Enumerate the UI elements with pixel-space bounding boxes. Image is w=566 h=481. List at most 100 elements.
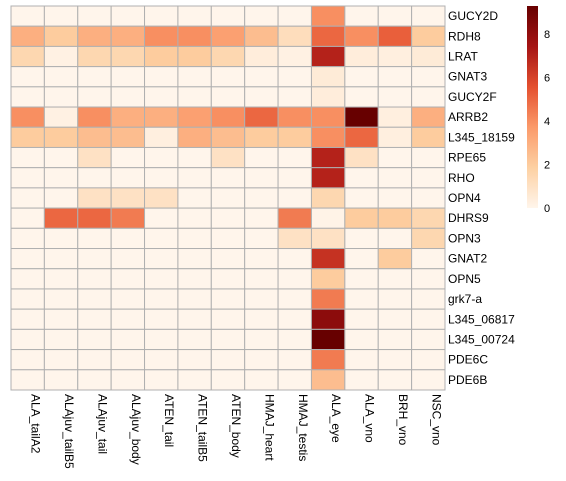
heatmap-cell-GUCY2F-HMAJ_testis — [277, 86, 312, 108]
row-label: RHO — [448, 171, 475, 185]
heatmap-cell-DHRS9-HMAJ_testis — [277, 207, 312, 229]
heatmap-cell-DHRS9-NSC_vno — [411, 207, 446, 229]
legend-tick-label: 4 — [544, 116, 550, 128]
heatmap-cell-DHRS9-BRH_vno — [377, 207, 413, 229]
heatmap-cell-RPE65-ALA_tailA2 — [10, 146, 45, 169]
heatmap-cell-LRAT-ALAjuv_tail — [77, 45, 112, 68]
heatmap-cell-GUCY2F-ALAjuv_tail — [77, 86, 112, 108]
heatmap-cell-PDE6B-NSC_vno — [411, 369, 446, 391]
heatmap-cell-grk7-a-HMAJ_heart — [244, 288, 279, 310]
column-label: ALAjuv_tail — [95, 394, 109, 454]
heatmap-cell-OPN3-ATEN_body — [210, 227, 246, 250]
heatmap-cell-L345_06817-ALA_vno — [344, 308, 379, 330]
heatmap-cell-GNAT2-ATEN_tail — [144, 248, 179, 270]
heatmap-cell-GNAT3-ATEN_tailB5 — [177, 66, 212, 88]
heatmap-cell-OPN3-NSC_vno — [411, 227, 446, 250]
heatmap-cell-OPN5-NSC_vno — [411, 268, 446, 290]
heatmap-cell-L345_00724-ALAjuv_tail — [77, 328, 112, 351]
heatmap-cell-GUCY2D-ATEN_tailB5 — [177, 5, 212, 27]
heatmap-cell-GUCY2D-ATEN_tail — [144, 5, 179, 27]
heatmap-cell-L345_18159-ATEN_tailB5 — [177, 126, 212, 148]
heatmap-cell-GUCY2F-ALA_vno — [344, 86, 379, 108]
heatmap-cell-L345_18159-ALAjuv_tailB5 — [43, 126, 79, 148]
heatmap-cell-RHO-ALAjuv_body — [110, 167, 146, 189]
heatmap-cell-RHO-ALA_tailA2 — [10, 167, 45, 189]
heatmap-cell-RDH8-ATEN_body — [210, 25, 246, 47]
heatmap-cell-RDH8-ALAjuv_body — [110, 25, 146, 47]
heatmap-cell-L345_06817-ATEN_body — [210, 308, 246, 330]
heatmap-cell-RDH8-ALA_tailA2 — [10, 25, 45, 47]
heatmap-cell-DHRS9-ATEN_tail — [144, 207, 179, 229]
heatmap-cell-GUCY2F-ATEN_body — [210, 86, 246, 108]
heatmap-cell-L345_18159-ALA_vno — [344, 126, 379, 148]
heatmap-cell-GUCY2D-BRH_vno — [377, 5, 413, 27]
heatmap-cell-OPN4-ATEN_tailB5 — [177, 187, 212, 209]
heatmap-cell-GNAT2-BRH_vno — [377, 248, 413, 270]
heatmap-cell-GNAT3-ALAjuv_tailB5 — [43, 66, 79, 88]
heatmap-cell-GNAT2-ALA_tailA2 — [10, 248, 45, 270]
heatmap-cell-PDE6C-ALA_vno — [344, 349, 379, 371]
heatmap-cell-RPE65-ALA_eye — [310, 146, 346, 169]
heatmap-cell-L345_00724-ALAjuv_body — [110, 328, 146, 351]
heatmap-cell-OPN4-ATEN_body — [210, 187, 246, 209]
heatmap-cell-PDE6C-HMAJ_testis — [277, 349, 312, 371]
heatmap-cell-RHO-HMAJ_testis — [277, 167, 312, 189]
heatmap-cell-PDE6C-ALA_eye — [310, 349, 346, 371]
column-label: HMAJ_heart — [262, 394, 276, 461]
heatmap-cell-GNAT3-ATEN_tail — [144, 66, 179, 88]
heatmap-cell-GUCY2D-NSC_vno — [411, 5, 446, 27]
heatmap-cell-L345_06817-ALA_eye — [310, 308, 346, 330]
heatmap-cell-L345_00724-ALA_eye — [310, 328, 346, 351]
heatmap-cell-PDE6B-ALA_vno — [344, 369, 379, 391]
heatmap-cell-L345_00724-HMAJ_heart — [244, 328, 279, 351]
heatmap-cell-RHO-BRH_vno — [377, 167, 413, 189]
heatmap-cell-ARRB2-ALAjuv_tail — [77, 106, 112, 128]
heatmap-cell-LRAT-NSC_vno — [411, 45, 446, 68]
heatmap-cell-RDH8-HMAJ_heart — [244, 25, 279, 47]
heatmap-cell-GUCY2F-ATEN_tail — [144, 86, 179, 108]
heatmap-cell-L345_00724-ALAjuv_tailB5 — [43, 328, 79, 351]
heatmap-cell-LRAT-HMAJ_testis — [277, 45, 312, 68]
heatmap-cell-L345_00724-HMAJ_testis — [277, 328, 312, 351]
heatmap-cell-OPN4-BRH_vno — [377, 187, 413, 209]
heatmap-cell-LRAT-ATEN_tail — [144, 45, 179, 68]
heatmap-cell-OPN3-ALA_vno — [344, 227, 379, 250]
heatmap-cell-OPN4-NSC_vno — [411, 187, 446, 209]
heatmap-cell-GUCY2D-HMAJ_heart — [244, 5, 279, 27]
heatmap-cell-RDH8-ALA_eye — [310, 25, 346, 47]
heatmap-cell-GUCY2D-HMAJ_testis — [277, 5, 312, 27]
heatmap-cell-DHRS9-ALAjuv_body — [110, 207, 146, 229]
row-label: PDE6C — [448, 353, 488, 367]
row-label: LRAT — [448, 50, 478, 64]
heatmap-cell-OPN3-ALAjuv_tailB5 — [43, 227, 79, 250]
heatmap-cell-L345_00724-ATEN_tailB5 — [177, 328, 212, 351]
heatmap-cell-GUCY2D-ATEN_body — [210, 5, 246, 27]
heatmap-cell-GNAT2-HMAJ_heart — [244, 248, 279, 270]
heatmap-cell-LRAT-ALAjuv_body — [110, 45, 146, 68]
heatmap-cell-GNAT2-ATEN_body — [210, 248, 246, 270]
row-label: RPE65 — [448, 151, 486, 165]
heatmap-cell-L345_06817-ATEN_tailB5 — [177, 308, 212, 330]
heatmap-cell-RHO-ALAjuv_tail — [77, 167, 112, 189]
legend-ticks: 0 2 4 6 8 — [544, 29, 550, 215]
heatmap-cell-LRAT-ATEN_tailB5 — [177, 45, 212, 68]
heatmap-cell-grk7-a-ALAjuv_body — [110, 288, 146, 310]
heatmap-cell-L345_06817-ALA_tailA2 — [10, 308, 45, 330]
heatmap-cell-OPN4-ATEN_tail — [144, 187, 179, 209]
heatmap-cell-RHO-ATEN_tail — [144, 167, 179, 189]
heatmap-cell-OPN3-ALA_tailA2 — [10, 227, 45, 250]
heatmap-cell-grk7-a-BRH_vno — [377, 288, 413, 310]
heatmap-cell-ARRB2-ALA_vno — [344, 106, 379, 128]
heatmap-cell-GUCY2D-ALAjuv_tailB5 — [43, 5, 79, 27]
heatmap-cell-L345_06817-ALAjuv_tail — [77, 308, 112, 330]
heatmap-cell-RDH8-ALAjuv_tailB5 — [43, 25, 79, 47]
heatmap-cell-OPN3-ALA_eye — [310, 227, 346, 250]
heatmap-cell-L345_06817-ALAjuv_body — [110, 308, 146, 330]
row-label: OPN3 — [448, 231, 481, 245]
row-label: PDE6B — [448, 373, 487, 387]
heatmap-cells — [10, 5, 446, 391]
heatmap-cell-GUCY2D-ALA_eye — [310, 5, 346, 27]
heatmap-cell-ARRB2-NSC_vno — [411, 106, 446, 128]
heatmap-cell-OPN5-ATEN_tailB5 — [177, 268, 212, 290]
